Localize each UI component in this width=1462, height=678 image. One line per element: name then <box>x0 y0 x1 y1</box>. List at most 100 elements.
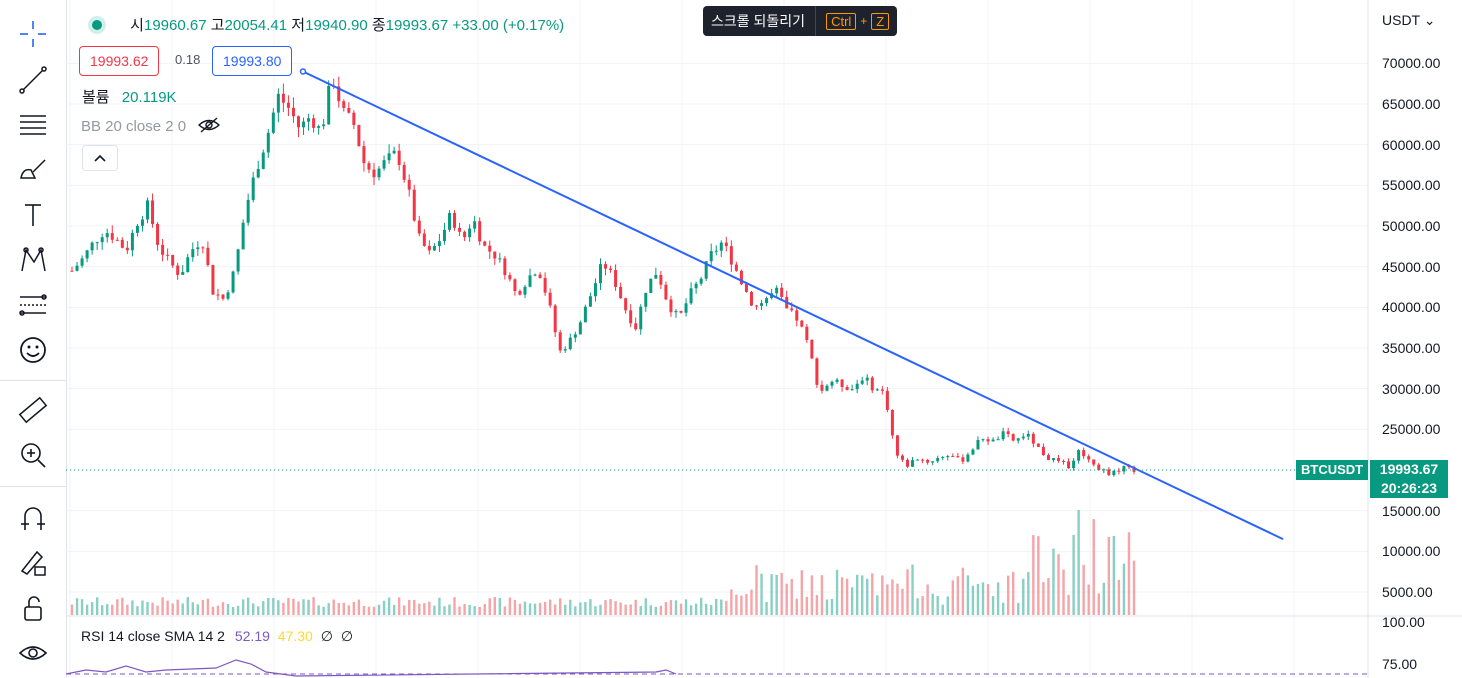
unlock-icon[interactable] <box>13 588 53 628</box>
open-value: 19960.67 <box>143 17 207 34</box>
volume-bar <box>820 575 824 615</box>
candle-body <box>125 247 129 251</box>
volume-bar <box>1122 563 1126 615</box>
candle-body <box>639 306 643 330</box>
candle-body <box>578 322 582 335</box>
volume-bar <box>896 583 899 615</box>
volume-bar <box>981 582 985 615</box>
volume-bar <box>629 604 632 615</box>
toolbar-divider <box>0 380 66 381</box>
volume-bar <box>1057 554 1060 615</box>
candle-body <box>780 287 784 297</box>
candle-body <box>447 213 451 230</box>
candle-body <box>749 291 753 306</box>
price-chart[interactable] <box>66 0 1462 678</box>
volume-bar <box>498 597 502 615</box>
volume-bar <box>191 602 194 615</box>
volume-bar <box>1097 593 1100 615</box>
buy-price-button[interactable]: 19993.80 <box>212 46 293 76</box>
pattern-icon[interactable] <box>13 240 53 280</box>
sell-price-button[interactable]: 19993.62 <box>79 46 160 76</box>
volume-bar <box>840 577 844 615</box>
lock-drawing-icon[interactable] <box>13 543 53 583</box>
candle-body <box>936 458 940 462</box>
candle-body <box>1097 464 1101 471</box>
volume-bar <box>654 606 658 615</box>
volume-bar <box>1017 602 1020 615</box>
volume-bar <box>971 585 975 615</box>
volume-bar <box>684 599 688 615</box>
volume-bar <box>835 569 839 615</box>
candle-body <box>704 261 708 279</box>
volume-bar <box>478 606 481 615</box>
text-icon[interactable] <box>13 195 53 235</box>
last-price-label: 19993.67 20:26:23 <box>1370 460 1448 498</box>
chart-area[interactable]: 시19960.67 고20054.41 저19940.90 종 19993.67 … <box>66 0 1462 678</box>
eye-icon[interactable] <box>13 633 53 673</box>
candle-body <box>895 435 899 456</box>
crosshair-icon[interactable] <box>13 14 53 54</box>
forecast-icon[interactable] <box>13 285 53 325</box>
volume-bar <box>342 602 345 615</box>
candle-body <box>941 457 945 459</box>
candle-body <box>875 389 879 391</box>
brush-icon[interactable] <box>13 150 53 190</box>
candle-body <box>236 249 240 272</box>
volume-bar <box>730 589 733 615</box>
eye-off-icon[interactable] <box>198 117 221 137</box>
candle-body <box>598 264 602 284</box>
candle-body <box>281 93 285 103</box>
volume-bar <box>438 597 441 615</box>
candle-body <box>145 200 149 220</box>
fib-retracement-icon[interactable] <box>13 105 53 145</box>
volume-bar <box>392 604 396 615</box>
volume-bar <box>1012 571 1015 615</box>
candle-body <box>130 232 134 251</box>
candle-body <box>588 296 592 307</box>
volume-bar <box>322 606 325 615</box>
candle-body <box>80 258 84 266</box>
collapse-legend-button[interactable] <box>82 145 118 171</box>
candle-body <box>186 257 190 273</box>
candle-body <box>986 439 990 442</box>
volume-bar <box>649 605 653 615</box>
volume-bar <box>699 597 703 615</box>
volume-bar <box>408 599 411 615</box>
candle-body <box>659 274 663 285</box>
volume-bar <box>1062 569 1065 615</box>
currency-selector[interactable]: USDT ⌄ <box>1382 12 1436 28</box>
ruler-icon[interactable] <box>13 390 53 430</box>
candle-body <box>402 164 406 180</box>
candle-body <box>609 268 613 270</box>
volume-bar <box>493 597 496 615</box>
trend-line-icon[interactable] <box>13 60 53 100</box>
candle-body <box>1107 469 1111 476</box>
volume-bar <box>720 599 723 615</box>
volume-bar <box>397 597 401 615</box>
candle-body <box>276 93 280 113</box>
candle-body <box>614 269 618 287</box>
volume-bar <box>226 604 230 615</box>
candle-body <box>1016 438 1020 441</box>
volume-bar <box>916 598 919 615</box>
open-key: 시 <box>130 17 144 34</box>
high-key: 고 <box>210 17 225 34</box>
candle-body <box>206 247 210 266</box>
emoji-icon[interactable] <box>13 330 53 370</box>
candle-body <box>226 292 230 299</box>
volume-bar <box>302 599 305 615</box>
candle-body <box>679 310 683 313</box>
candle-body <box>709 251 713 262</box>
magnet-icon[interactable] <box>13 498 53 538</box>
volume-bar <box>161 597 164 615</box>
candle-body <box>488 245 492 252</box>
zoom-in-icon[interactable] <box>13 435 53 475</box>
volume-bar <box>332 599 335 615</box>
volume-bar <box>855 574 859 615</box>
candle-body <box>432 246 436 251</box>
volume-bar <box>528 603 532 615</box>
candle-body <box>830 381 834 386</box>
volume-bar <box>201 600 205 615</box>
candle-body <box>674 310 678 313</box>
candle-body <box>558 332 562 351</box>
